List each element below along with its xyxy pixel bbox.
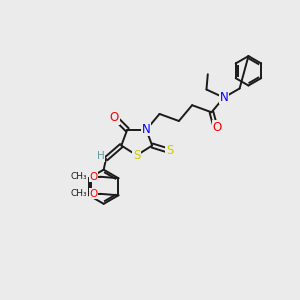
Text: S: S — [133, 149, 140, 162]
Text: N: N — [142, 123, 151, 136]
Text: O: O — [90, 172, 98, 182]
Text: H: H — [97, 152, 105, 161]
Text: O: O — [212, 121, 222, 134]
Text: CH₃: CH₃ — [70, 172, 87, 181]
Text: S: S — [166, 144, 173, 157]
Text: N: N — [219, 91, 228, 103]
Text: O: O — [110, 111, 119, 124]
Text: CH₃: CH₃ — [70, 189, 87, 198]
Text: O: O — [90, 189, 98, 199]
